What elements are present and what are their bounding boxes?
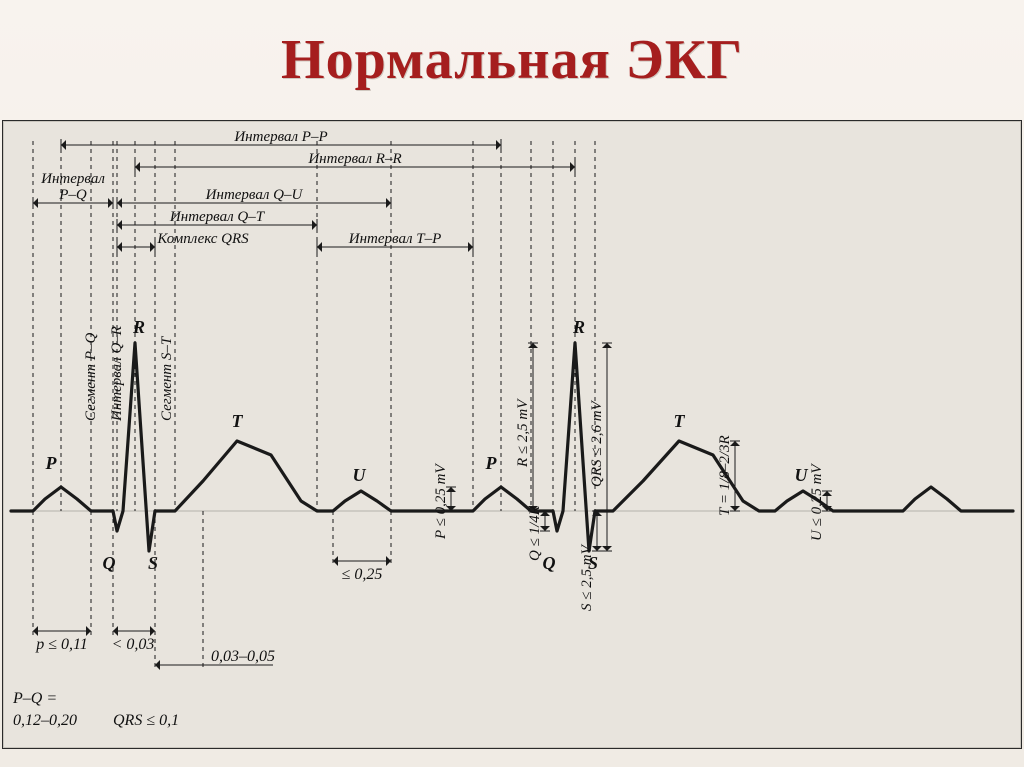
svg-text:Q: Q [543,553,556,573]
svg-text:Интервал: Интервал [40,171,105,187]
svg-text:P: P [485,453,498,473]
svg-text:R: R [572,317,585,337]
svg-text:T = 1/8–2/3R: T = 1/8–2/3R [717,435,733,516]
svg-text:p ≤ 0,11: p ≤ 0,11 [35,636,88,653]
svg-text:U ≤ 0,25 mV: U ≤ 0,25 mV [809,463,825,541]
svg-text:R: R [132,317,145,337]
svg-text:P–Q: P–Q [58,187,87,203]
svg-text:Q: Q [103,553,116,573]
svg-text:Интервал Q–T: Интервал Q–T [169,209,266,225]
svg-text:U: U [353,465,367,485]
svg-text:Интервал Q–U: Интервал Q–U [205,187,304,203]
svg-text:< 0,03: < 0,03 [112,636,155,653]
svg-text:0,03–0,05: 0,03–0,05 [211,648,275,665]
svg-text:QRS ≤ 0,1: QRS ≤ 0,1 [113,712,179,729]
svg-text:Интервал Q–R: Интервал Q–R [109,326,125,422]
svg-text:Интервал R–R: Интервал R–R [307,151,401,167]
svg-text:Сегмент S–T: Сегмент S–T [159,335,175,421]
svg-text:P: P [45,453,58,473]
ecg-diagram: Интервал P–P Интервал R–R Интервал Q–U Инте… [2,120,1022,749]
svg-text:T: T [232,411,244,431]
svg-text:Комплекс QRS: Комплекс QRS [156,231,249,247]
svg-text:≤ 0,25: ≤ 0,25 [342,566,383,583]
svg-text:U: U [795,465,809,485]
svg-text:S ≤ 2,5 mV: S ≤ 2,5 mV [579,543,595,611]
svg-text:P–Q =: P–Q = [12,690,57,707]
svg-text:Интервал P–P: Интервал P–P [233,129,327,145]
svg-text:S: S [148,553,158,573]
page-title: Нормальная ЭКГ [0,0,1024,92]
svg-text:R ≤ 2,5 mV: R ≤ 2,5 mV [515,398,531,468]
svg-text:T: T [674,411,686,431]
svg-text:P ≤ 0,25 mV: P ≤ 0,25 mV [433,463,449,540]
svg-text:QRS ≤ 2,6 mV: QRS ≤ 2,6 mV [589,399,605,487]
svg-text:Интервал T–P: Интервал T–P [348,231,441,247]
svg-text:Сегмент P–Q: Сегмент P–Q [83,332,99,421]
svg-text:Q ≤ 1/4R: Q ≤ 1/4R [527,506,543,561]
svg-text:0,12–0,20: 0,12–0,20 [13,712,77,729]
